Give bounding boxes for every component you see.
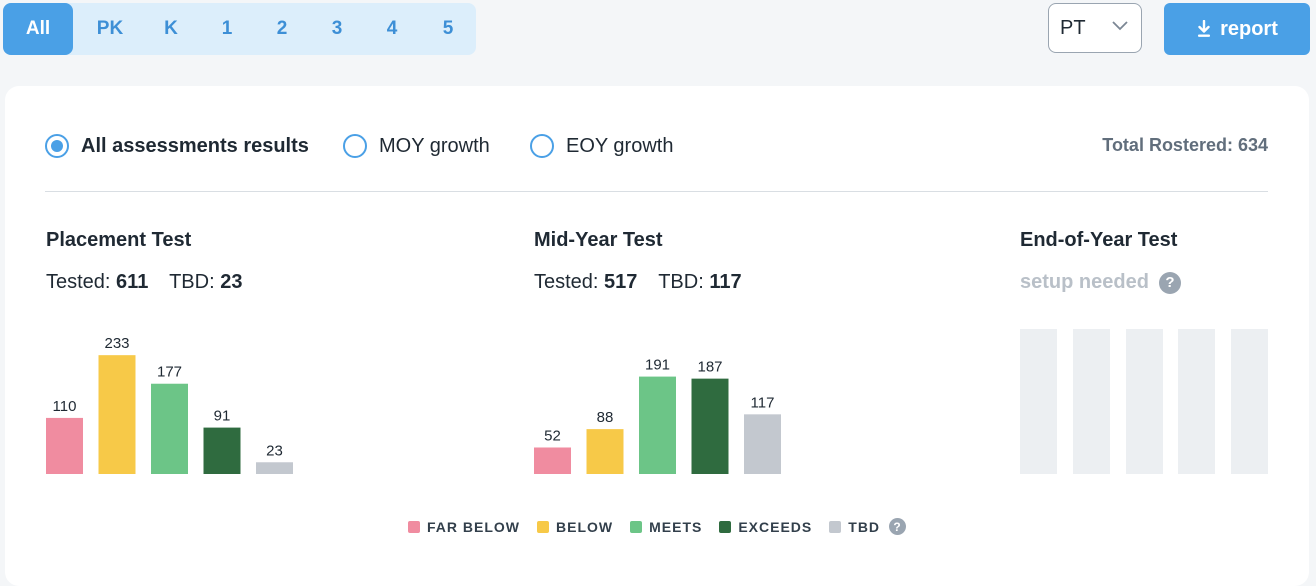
report-download-button[interactable]: report <box>1164 3 1310 55</box>
radio-all-assessments[interactable]: All assessments results <box>45 132 309 160</box>
bar-value-label: 110 <box>53 398 77 415</box>
help-icon[interactable]: ? <box>1158 271 1181 294</box>
bar-tbd <box>744 414 781 474</box>
grade-tab-k[interactable]: K <box>164 18 178 39</box>
placeholder-bar <box>1126 329 1163 474</box>
placeholder-bar <box>1020 329 1057 474</box>
end-of-year-test-title: End-of-Year Test <box>1020 229 1178 251</box>
legend-item-below: BELOW <box>537 519 613 535</box>
bar-value-label: 88 <box>597 409 614 426</box>
chart-legend: FAR BELOW BELOW MEETS EXCEEDS TBD ? <box>408 518 907 535</box>
legend-swatch <box>829 520 842 533</box>
bar-far-below <box>534 447 571 474</box>
legend-label: TBD <box>848 518 881 535</box>
legend-swatch <box>630 520 643 533</box>
legend-label: MEETS <box>649 518 703 535</box>
tested-value: 517 <box>604 271 638 293</box>
divider <box>45 191 1268 192</box>
radio-checked-icon <box>45 134 69 158</box>
tested-label: Tested: <box>534 271 599 293</box>
legend-item-exceeds: EXCEEDS <box>719 519 812 535</box>
grade-tab-5[interactable]: 5 <box>442 18 454 39</box>
radio-label-eoy-growth: EOY growth <box>566 134 674 157</box>
grade-tab-3[interactable]: 3 <box>331 18 343 39</box>
mid-year-test-title: Mid-Year Test <box>534 229 663 251</box>
placeholder-bar <box>1178 329 1215 474</box>
grade-tab-4[interactable]: 4 <box>386 18 398 39</box>
grade-tab-1[interactable]: 1 <box>221 18 233 39</box>
bar-meets <box>151 383 188 474</box>
radio-unchecked-icon <box>530 134 554 158</box>
bar-value-label: 187 <box>697 359 722 376</box>
tbd-label: TBD: <box>169 271 215 293</box>
legend-item-meets: MEETS <box>630 519 702 535</box>
bar-meets <box>639 376 676 474</box>
bar-below <box>586 429 624 474</box>
mid-year-test-counts: Tested: 517 TBD: 117 <box>534 271 742 294</box>
tested-value: 611 <box>116 271 149 293</box>
legend-swatch <box>408 520 420 533</box>
radio-label-all-assessments: All assessments results <box>81 134 309 157</box>
radio-eoy-growth[interactable]: EOY growth <box>530 132 673 160</box>
bar-value-label: 117 <box>751 394 775 411</box>
total-rostered: Total Rostered: 634 <box>1102 135 1268 155</box>
legend-item-tbd: TBD <box>829 519 880 535</box>
bar-below <box>98 355 136 474</box>
tbd-value: 23 <box>220 271 243 293</box>
bar-far-below <box>46 417 83 474</box>
bar-exceeds <box>691 378 729 474</box>
bar-value-label: 23 <box>266 442 283 459</box>
radio-unchecked-icon <box>343 134 367 158</box>
placement-test-chart: 110 233 177 91 23 <box>46 335 293 474</box>
grade-tab-all[interactable]: All <box>3 3 73 55</box>
tested-label: Tested: <box>46 271 111 293</box>
chevron-down-icon <box>1112 21 1128 31</box>
legend-swatch <box>719 520 732 533</box>
bar-value-label: 91 <box>214 408 231 425</box>
help-icon[interactable]: ? <box>889 518 907 535</box>
bar-value-label: 233 <box>104 335 129 352</box>
bar-exceeds <box>203 427 241 474</box>
report-button-label: report <box>1220 17 1278 40</box>
test-type-select[interactable]: PT <box>1048 3 1142 53</box>
placeholder-bar <box>1073 329 1110 474</box>
placement-test-title: Placement Test <box>46 229 192 251</box>
placeholder-bar <box>1231 329 1268 474</box>
radio-label-moy-growth: MOY growth <box>379 134 490 157</box>
bar-value-label: 52 <box>544 427 561 444</box>
legend-label: BELOW <box>556 518 614 535</box>
setup-needed-status: setup needed ? <box>1020 271 1181 294</box>
placement-test-counts: Tested: 611 TBD: 23 <box>46 271 242 294</box>
legend-label: FAR BELOW <box>427 518 520 535</box>
test-type-select-value: PT <box>1060 16 1086 39</box>
download-icon <box>1198 20 1211 37</box>
tbd-value: 117 <box>709 271 742 293</box>
legend-item-far-below: FAR BELOW <box>408 519 520 535</box>
legend-swatch <box>537 520 549 533</box>
grade-tab-2[interactable]: 2 <box>276 18 288 39</box>
bar-value-label: 191 <box>645 357 670 374</box>
radio-moy-growth[interactable]: MOY growth <box>343 132 490 160</box>
bar-value-label: 177 <box>157 364 182 381</box>
grade-tab-pk[interactable]: PK <box>96 18 124 39</box>
mid-year-test-chart: 52 88 191 187 117 <box>534 357 781 474</box>
bar-tbd <box>256 462 293 474</box>
setup-needed-label: setup needed <box>1020 271 1149 293</box>
legend-label: EXCEEDS <box>738 518 813 535</box>
tbd-label: TBD: <box>658 271 704 293</box>
grade-tab-bar: All PK K 1 2 3 4 5 <box>3 3 476 55</box>
